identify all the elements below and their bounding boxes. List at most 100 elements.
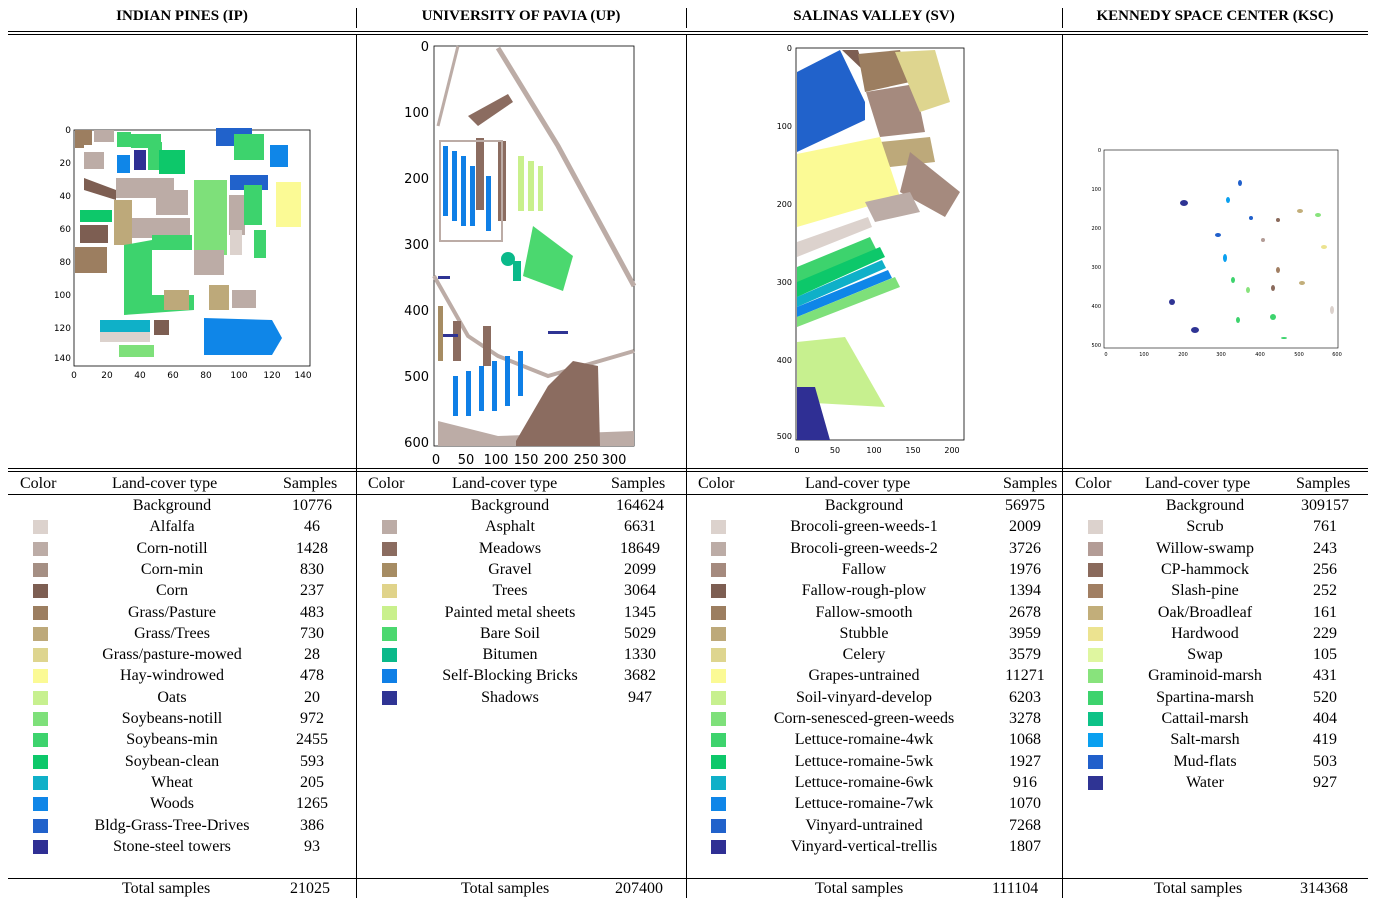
ip-sample-count: 972 — [300, 710, 324, 727]
ip-xtick-80: 80 — [200, 371, 212, 381]
up-sample-count: 1330 — [624, 646, 656, 664]
ksc-color-swatch — [1088, 605, 1103, 620]
ksc-color-swatch — [1088, 648, 1103, 663]
up-landcover-name: Asphalt — [485, 518, 535, 536]
sv-table-row: Grapes-untrained 11271 — [0, 665, 1376, 686]
up-table-row: Self-Blocking Bricks 3682 — [0, 665, 1376, 686]
ip-table-row: Grass/pasture-mowed 28 — [0, 644, 1376, 665]
sv-color-swatch — [711, 818, 726, 833]
up-sample-count: 2099 — [624, 560, 656, 578]
ksc-ytick-400: 400 — [1091, 304, 1101, 310]
ip-ytick-40: 40 — [60, 192, 72, 202]
rule-total — [8, 878, 1368, 879]
ip-table-row: Grass/Pasture 483 — [0, 602, 1376, 623]
sv-ytick-200: 200 — [777, 200, 792, 209]
sv-total-label: Total samples — [815, 880, 904, 897]
sv-color-swatch — [711, 669, 726, 684]
sv-color-swatch — [711, 733, 726, 748]
up-xtick-0: 0 — [432, 453, 440, 468]
ksc-ytick-200: 200 — [1091, 226, 1101, 232]
up-sample-count: 3682 — [624, 667, 656, 685]
up-sample-count: 6631 — [624, 518, 656, 536]
ksc-color-swatch — [1088, 669, 1103, 684]
sv-landcover-name: Background — [824, 497, 904, 514]
ksc-color-swatch — [1088, 690, 1103, 705]
ip-landcover-name: Corn-notill — [136, 539, 208, 557]
ip-col-color: Color — [20, 475, 57, 492]
ip-sample-count: 593 — [300, 752, 324, 770]
up-table-row: Painted metal sheets 1345 — [0, 602, 1376, 623]
sv-sample-count: 1394 — [1009, 582, 1041, 600]
ksc-landcover-name: Cattail-marsh — [1161, 710, 1249, 727]
sv-color-swatch — [711, 775, 726, 790]
ksc-xtick-0: 0 — [1104, 352, 1107, 358]
sv-sample-count: 2678 — [1009, 603, 1041, 621]
sv-sample-count: 3726 — [1009, 539, 1041, 557]
sv-table-row: Lettuce-romaine-6wk 916 — [0, 772, 1376, 793]
ip-table-row: Oats 20 — [0, 687, 1376, 708]
ip-sample-count: 10776 — [292, 497, 332, 514]
ip-landcover-name: Grass/Trees — [134, 624, 210, 642]
separator-1 — [356, 34, 357, 898]
ksc-col-samples: Samples — [1296, 475, 1351, 492]
ksc-landcover-name: Mud-flats — [1173, 752, 1237, 770]
sv-sample-count: 1927 — [1009, 752, 1041, 770]
ksc-color-swatch — [1088, 562, 1103, 577]
ip-table-row: Soybeans-min 2455 — [0, 729, 1376, 750]
ip-sample-count: 20 — [304, 688, 320, 706]
ip-table-row: Soybean-clean 593 — [0, 751, 1376, 772]
sv-table-row: Background 56975 — [0, 495, 1376, 516]
up-sample-count: 1345 — [624, 603, 656, 621]
ip-color-swatch — [33, 648, 48, 663]
up-table-row: Trees 3064 — [0, 580, 1376, 601]
ip-sample-count: 93 — [304, 837, 320, 855]
up-xtick-100: 100 — [484, 453, 509, 468]
up-xtick-50: 50 — [458, 453, 475, 468]
up-table-row: Bare Soil 5029 — [0, 623, 1376, 644]
up-color-swatch — [382, 605, 397, 620]
sv-ytick-100: 100 — [777, 122, 792, 131]
ip-xtick-120: 120 — [263, 371, 280, 381]
ip-color-swatch — [33, 669, 48, 684]
ksc-landcover-name: Background — [1165, 497, 1245, 514]
sv-sample-count: 3278 — [1009, 710, 1041, 727]
sv-landcover-name: Lettuce-romaine-4wk — [794, 731, 934, 749]
ip-color-swatch — [33, 584, 48, 599]
up-color-swatch — [382, 584, 397, 599]
sv-table-row: Stubble 3959 — [0, 623, 1376, 644]
sv-table-row: Soil-vinyard-develop 6203 — [0, 687, 1376, 708]
up-table-row: Meadows 18649 — [0, 538, 1376, 559]
ksc-color-swatch — [1088, 712, 1103, 726]
sv-xtick-100: 100 — [866, 446, 881, 455]
up-ytick-200: 200 — [404, 172, 429, 187]
rule-mid-2 — [8, 471, 1368, 472]
sv-table-row: Fallow-rough-plow 1394 — [0, 580, 1376, 601]
ksc-ytick-300: 300 — [1091, 265, 1101, 271]
ip-color-swatch — [33, 754, 48, 769]
ip-color-swatch — [33, 818, 48, 833]
sv-sample-count: 916 — [1013, 773, 1037, 791]
up-table-row: Asphalt 6631 — [0, 516, 1376, 537]
ksc-sample-count: 252 — [1313, 582, 1337, 600]
ksc-color-swatch — [1088, 584, 1103, 599]
ksc-ytick-500: 500 — [1091, 343, 1101, 349]
ip-xtick-100: 100 — [230, 371, 247, 381]
up-sample-count: 3064 — [624, 582, 656, 600]
sv-landcover-name: Fallow — [841, 560, 887, 578]
ip-landcover-name: Soybeans-notill — [121, 710, 223, 727]
up-landcover-name: Bare Soil — [480, 624, 540, 642]
ksc-table-row: Willow-swamp 243 — [0, 538, 1376, 559]
panel-title-sv: SALINAS VALLEY (SV) — [793, 8, 955, 24]
ip-table-row: Grass/Trees 730 — [0, 623, 1376, 644]
up-sample-count: 18649 — [620, 539, 660, 557]
ip-color-swatch — [33, 775, 48, 790]
rule-mid-1 — [8, 468, 1368, 469]
up-xtick-250: 250 — [574, 453, 599, 468]
ip-color-swatch — [33, 690, 48, 705]
ksc-color-swatch — [1088, 775, 1103, 790]
sv-sample-count: 1807 — [1009, 837, 1041, 855]
sv-total-value: 111104 — [992, 880, 1039, 897]
ksc-color-swatch — [1088, 626, 1103, 641]
ip-sample-count: 46 — [304, 518, 320, 536]
up-color-swatch — [382, 626, 397, 641]
